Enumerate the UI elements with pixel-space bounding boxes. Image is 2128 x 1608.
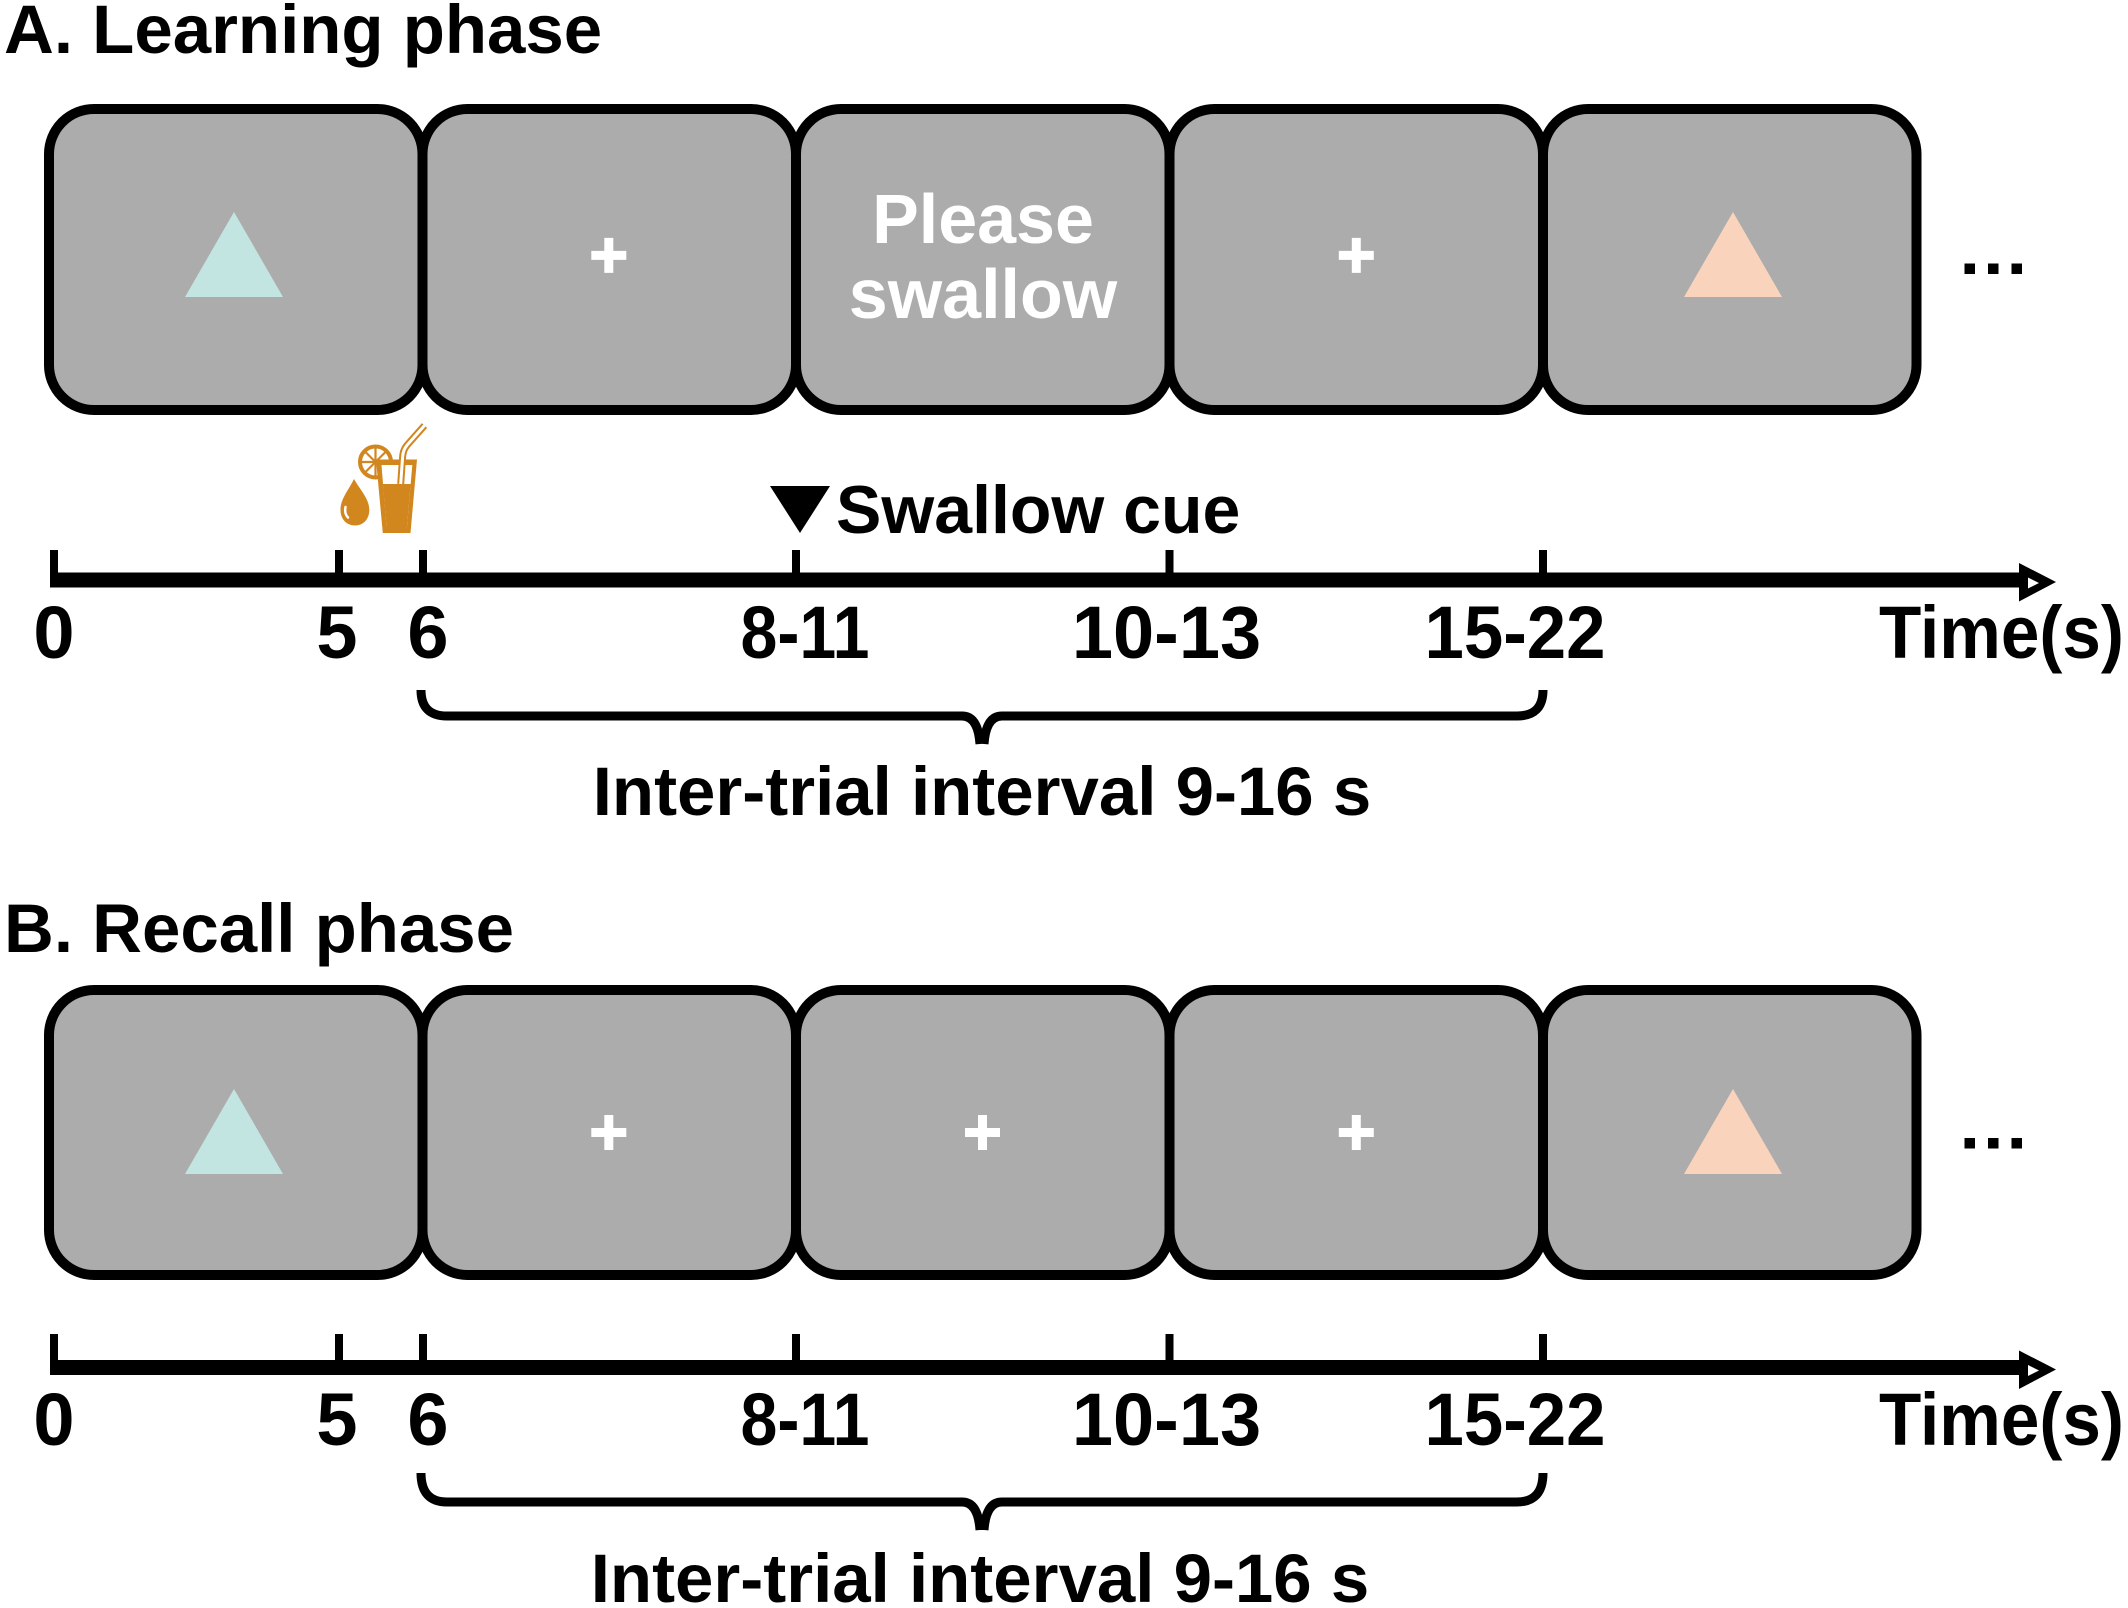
svg-text:5: 5 (316, 591, 357, 674)
svg-text:0: 0 (33, 591, 74, 674)
svg-text:6: 6 (407, 1378, 448, 1461)
svg-text:Inter-trial interval 9-16 s: Inter-trial interval 9-16 s (591, 1540, 1369, 1608)
svg-text:B. Recall phase: B. Recall phase (4, 890, 514, 967)
svg-text:A. Learning phase: A. Learning phase (4, 0, 602, 68)
svg-text:15-22: 15-22 (1425, 1378, 1606, 1461)
svg-text:10-13: 10-13 (1072, 591, 1261, 674)
svg-text:Please: Please (872, 180, 1094, 258)
svg-text:Time(s): Time(s) (1879, 591, 2124, 674)
svg-text:Swallow cue: Swallow cue (836, 472, 1240, 548)
svg-text:15-22: 15-22 (1425, 591, 1606, 674)
svg-text:Time(s): Time(s) (1879, 1378, 2124, 1461)
svg-text:8-11: 8-11 (741, 1378, 870, 1461)
svg-text:10-13: 10-13 (1072, 1378, 1261, 1461)
svg-text:6: 6 (407, 591, 448, 674)
svg-text:8-11: 8-11 (741, 591, 870, 674)
svg-text:swallow: swallow (849, 255, 1118, 333)
svg-text:Inter-trial interval 9-16 s: Inter-trial interval 9-16 s (593, 753, 1371, 830)
svg-text:5: 5 (316, 1378, 357, 1461)
svg-text:0: 0 (33, 1378, 74, 1461)
